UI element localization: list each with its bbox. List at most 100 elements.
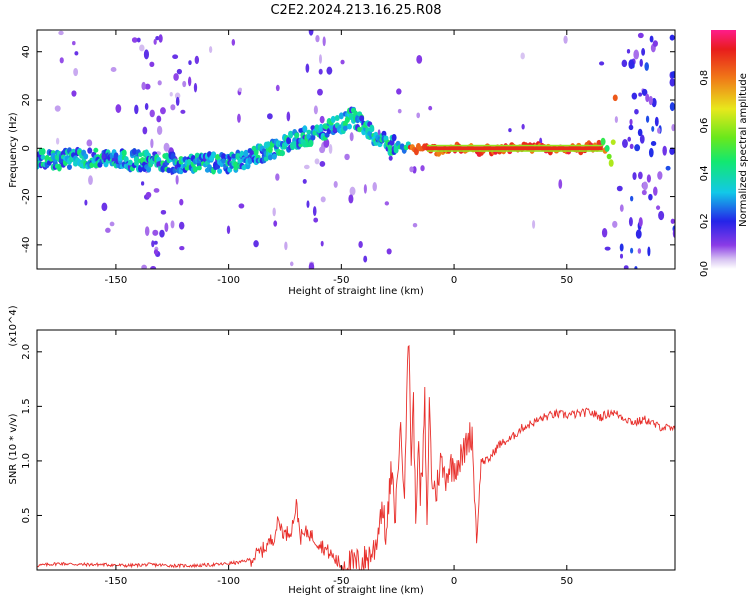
heatmap-ridge-cell — [391, 133, 397, 142]
heatmap-speckle — [599, 61, 605, 66]
heatmap-ridge-cell — [286, 137, 292, 145]
snr-y-tick-label: 1.5 — [21, 398, 32, 414]
heatmap-speckle — [313, 217, 319, 223]
heatmap-ridge-cell — [217, 168, 223, 174]
heatmap-speckle — [319, 146, 326, 154]
heatmap-speckle — [188, 60, 192, 66]
heatmap-speckle — [175, 175, 179, 185]
heatmap-ridge-cell — [346, 123, 352, 130]
figure-title: C2E2.2024.213.16.25.R08 — [270, 3, 441, 18]
heatmap-speckle — [326, 66, 333, 75]
heatmap-speckle — [159, 229, 165, 238]
heatmap-ridge-cell — [221, 158, 227, 164]
heatmap-speckle — [275, 173, 280, 181]
heatmap-speckle — [160, 107, 166, 115]
heatmap-speckle — [612, 220, 618, 228]
spectrogram-y-tick-label: 0 — [21, 145, 32, 151]
colorbar-label: Normalized spectral amplitude — [738, 73, 749, 227]
heatmap-ridge-cell — [294, 132, 300, 139]
heatmap-speckle — [641, 189, 647, 196]
heatmap-speckle — [109, 221, 115, 227]
heatmap-speckle — [303, 164, 310, 170]
heatmap-speckle — [141, 81, 146, 91]
heatmap-speckle — [144, 103, 149, 111]
heatmap-speckle — [71, 90, 77, 97]
heatmap-speckle — [642, 181, 648, 191]
heatmap-speckle — [164, 222, 169, 233]
heatmap-ridge-cell — [87, 147, 93, 154]
spectrogram-y-tick-label: -40 — [21, 237, 32, 253]
spectrogram-panel: -150 -100 -50 0 50 -40 -20 0 20 40 Height of str… — [8, 29, 676, 297]
heatmap-speckle — [634, 108, 639, 115]
heatmap-speckle — [273, 220, 278, 227]
snr-x-ticks: -150 -100 -50 0 50 — [105, 330, 573, 587]
heatmap-speckle — [655, 205, 661, 210]
heatmap-ridge-cell — [604, 145, 610, 152]
heatmap-speckle — [149, 61, 155, 68]
heatmap-ridge-cell — [93, 147, 99, 153]
heatmap-speckle — [638, 92, 643, 97]
heatmap-speckle — [601, 227, 608, 238]
heatmap-speckle — [508, 128, 512, 133]
heatmap-speckle — [649, 35, 654, 43]
heatmap-speckle — [619, 204, 624, 212]
heatmap-speckle — [318, 54, 322, 64]
heatmap-ridge-cell — [137, 152, 143, 158]
spectrogram-x-label: Height of straight line (km) — [288, 286, 424, 297]
heatmap-ridge-cell — [237, 158, 243, 164]
heatmap-speckle — [84, 199, 88, 206]
heatmap-ridge-cell — [606, 153, 612, 160]
heatmap-speckle — [320, 240, 324, 247]
colorbar-ticks: 0.0 0.2 0.4 0.6 0.8 — [699, 70, 710, 277]
snr-y-multiplier: (x10^4) — [8, 305, 19, 346]
heatmap-speckle — [645, 93, 650, 103]
heatmap-speckle — [144, 83, 151, 90]
heatmap-speckle — [179, 246, 185, 251]
heatmap-speckle — [397, 108, 402, 114]
heatmap-speckle — [149, 109, 155, 118]
heatmap-speckle — [628, 59, 635, 70]
heatmap-speckle — [669, 78, 675, 87]
heatmap-speckle — [289, 261, 294, 267]
colorbar-tick-label: 0.8 — [699, 70, 710, 86]
spectrogram-y-ticks: -40 -20 0 20 40 — [21, 45, 675, 253]
heatmap-speckle — [648, 147, 654, 158]
heatmap-speckle — [416, 54, 423, 64]
heatmap-speckle — [155, 36, 160, 41]
spectrogram-frame — [36, 29, 676, 270]
heatmap-speckle — [170, 104, 176, 111]
heatmap-speckle — [648, 193, 653, 201]
heatmap-speckle — [363, 184, 367, 194]
heatmap-speckle — [648, 95, 653, 106]
heatmap-speckle — [671, 124, 675, 132]
heatmap-speckle — [175, 96, 180, 106]
heatmap-speckle — [657, 171, 663, 180]
heatmap-speckle — [384, 201, 390, 206]
heatmap-ridge-cell — [56, 163, 62, 172]
heatmap-ridge-cell — [243, 149, 249, 158]
heatmap-speckle — [238, 203, 245, 209]
snr-x-tick-label: -50 — [333, 576, 349, 587]
heatmap-speckle — [662, 145, 667, 156]
heatmap-speckle — [136, 37, 141, 43]
snr-y-tick-label: 1.0 — [21, 453, 32, 469]
heatmap-ridge-cell — [40, 154, 46, 160]
heatmap-ridge-cell — [221, 153, 227, 160]
heatmap-speckle — [141, 264, 147, 269]
heatmap-speckle — [639, 134, 645, 144]
heatmap-speckle — [616, 185, 623, 192]
spectrogram-x-tick-label: 0 — [451, 275, 457, 286]
heatmap-ridge-cell — [211, 151, 217, 159]
heatmap-ridge-cell — [359, 115, 365, 122]
heatmap-ridge-cell — [357, 126, 363, 133]
heatmap-speckle — [139, 44, 145, 52]
heatmap-speckle — [172, 54, 179, 59]
heatmap-ridge-cell — [133, 160, 139, 166]
heatmap-speckle — [623, 265, 629, 269]
heatmap-speckle — [669, 147, 675, 155]
heatmap-ridge-cell — [308, 139, 314, 147]
heatmap-speckle — [237, 113, 241, 123]
heatmap-ridge-cell — [318, 123, 324, 132]
heatmap-strong-band — [427, 146, 603, 151]
